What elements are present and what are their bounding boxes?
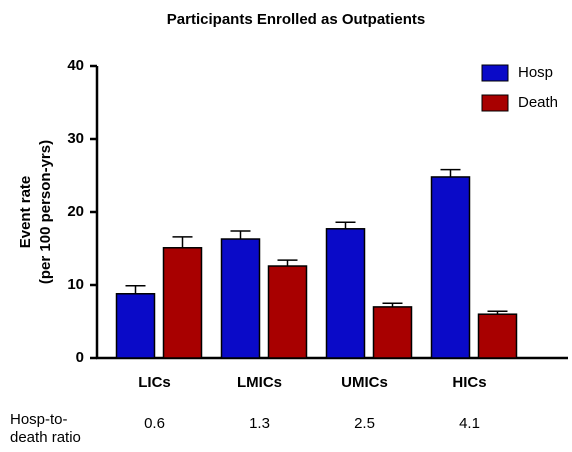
legend-swatch bbox=[481, 94, 509, 112]
bar bbox=[325, 228, 366, 359]
x-tick-label: LICs bbox=[138, 374, 171, 391]
y-tick-label: 30 bbox=[67, 130, 84, 147]
bar bbox=[162, 247, 203, 359]
bar bbox=[430, 176, 471, 359]
chart-title: Participants Enrolled as Outpatients bbox=[167, 11, 425, 28]
ratio-value: 0.6 bbox=[144, 415, 165, 432]
bar bbox=[477, 313, 518, 359]
bar bbox=[372, 306, 413, 359]
ratio-label: death ratio bbox=[10, 429, 81, 446]
legend-label: Death bbox=[518, 94, 558, 111]
bar bbox=[267, 265, 308, 359]
ratio-label: Hosp-to- bbox=[10, 411, 68, 428]
y-tick-label: 10 bbox=[67, 276, 84, 293]
ratio-value: 2.5 bbox=[354, 415, 375, 432]
y-tick-label: 40 bbox=[67, 57, 84, 74]
y-tick-label: 0 bbox=[76, 349, 84, 366]
y-tick-label: 20 bbox=[67, 203, 84, 220]
x-tick-label: UMICs bbox=[341, 374, 388, 391]
legend-swatch bbox=[481, 64, 509, 82]
bar bbox=[115, 293, 156, 359]
ratio-value: 4.1 bbox=[459, 415, 480, 432]
legend-label: Hosp bbox=[518, 64, 553, 81]
bar bbox=[220, 238, 261, 359]
x-tick-label: LMICs bbox=[237, 374, 282, 391]
y-axis-label: (per 100 person-yrs) bbox=[37, 140, 54, 284]
x-tick-label: HICs bbox=[452, 374, 486, 391]
y-axis-label: Event rate bbox=[17, 176, 34, 249]
ratio-value: 1.3 bbox=[249, 415, 270, 432]
